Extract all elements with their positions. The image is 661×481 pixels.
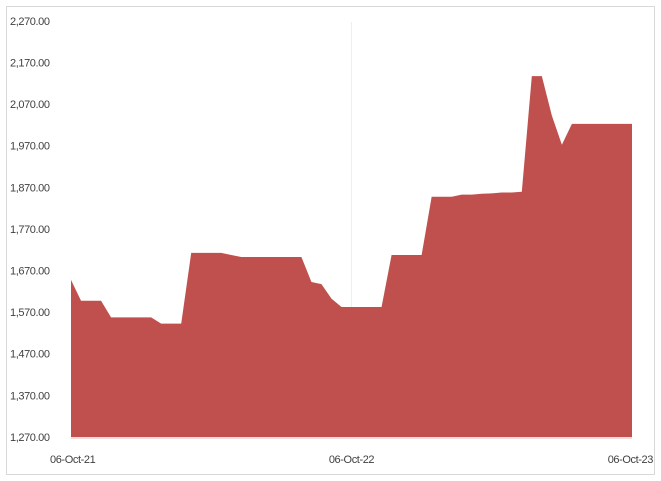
y-tick-label: 1,470.00 xyxy=(10,349,50,361)
y-tick-label: 1,670.00 xyxy=(10,266,50,278)
y-tick-label: 2,270.00 xyxy=(10,16,50,28)
y-tick-label: 1,970.00 xyxy=(10,141,50,153)
y-tick-label: 2,070.00 xyxy=(10,99,50,111)
y-tick-label: 1,770.00 xyxy=(10,224,50,236)
x-tick-label: 06-Oct-21 xyxy=(50,454,96,466)
x-tick-label: 06-Oct-23 xyxy=(608,454,654,466)
y-tick-label: 1,370.00 xyxy=(10,390,50,402)
y-tick-label: 2,170.00 xyxy=(10,58,50,70)
y-tick-label: 1,270.00 xyxy=(10,432,50,444)
area xyxy=(71,76,632,438)
y-tick-label: 1,570.00 xyxy=(10,307,50,319)
x-tick-label: 06-Oct-22 xyxy=(329,454,375,466)
y-tick-label: 1,870.00 xyxy=(10,182,50,194)
